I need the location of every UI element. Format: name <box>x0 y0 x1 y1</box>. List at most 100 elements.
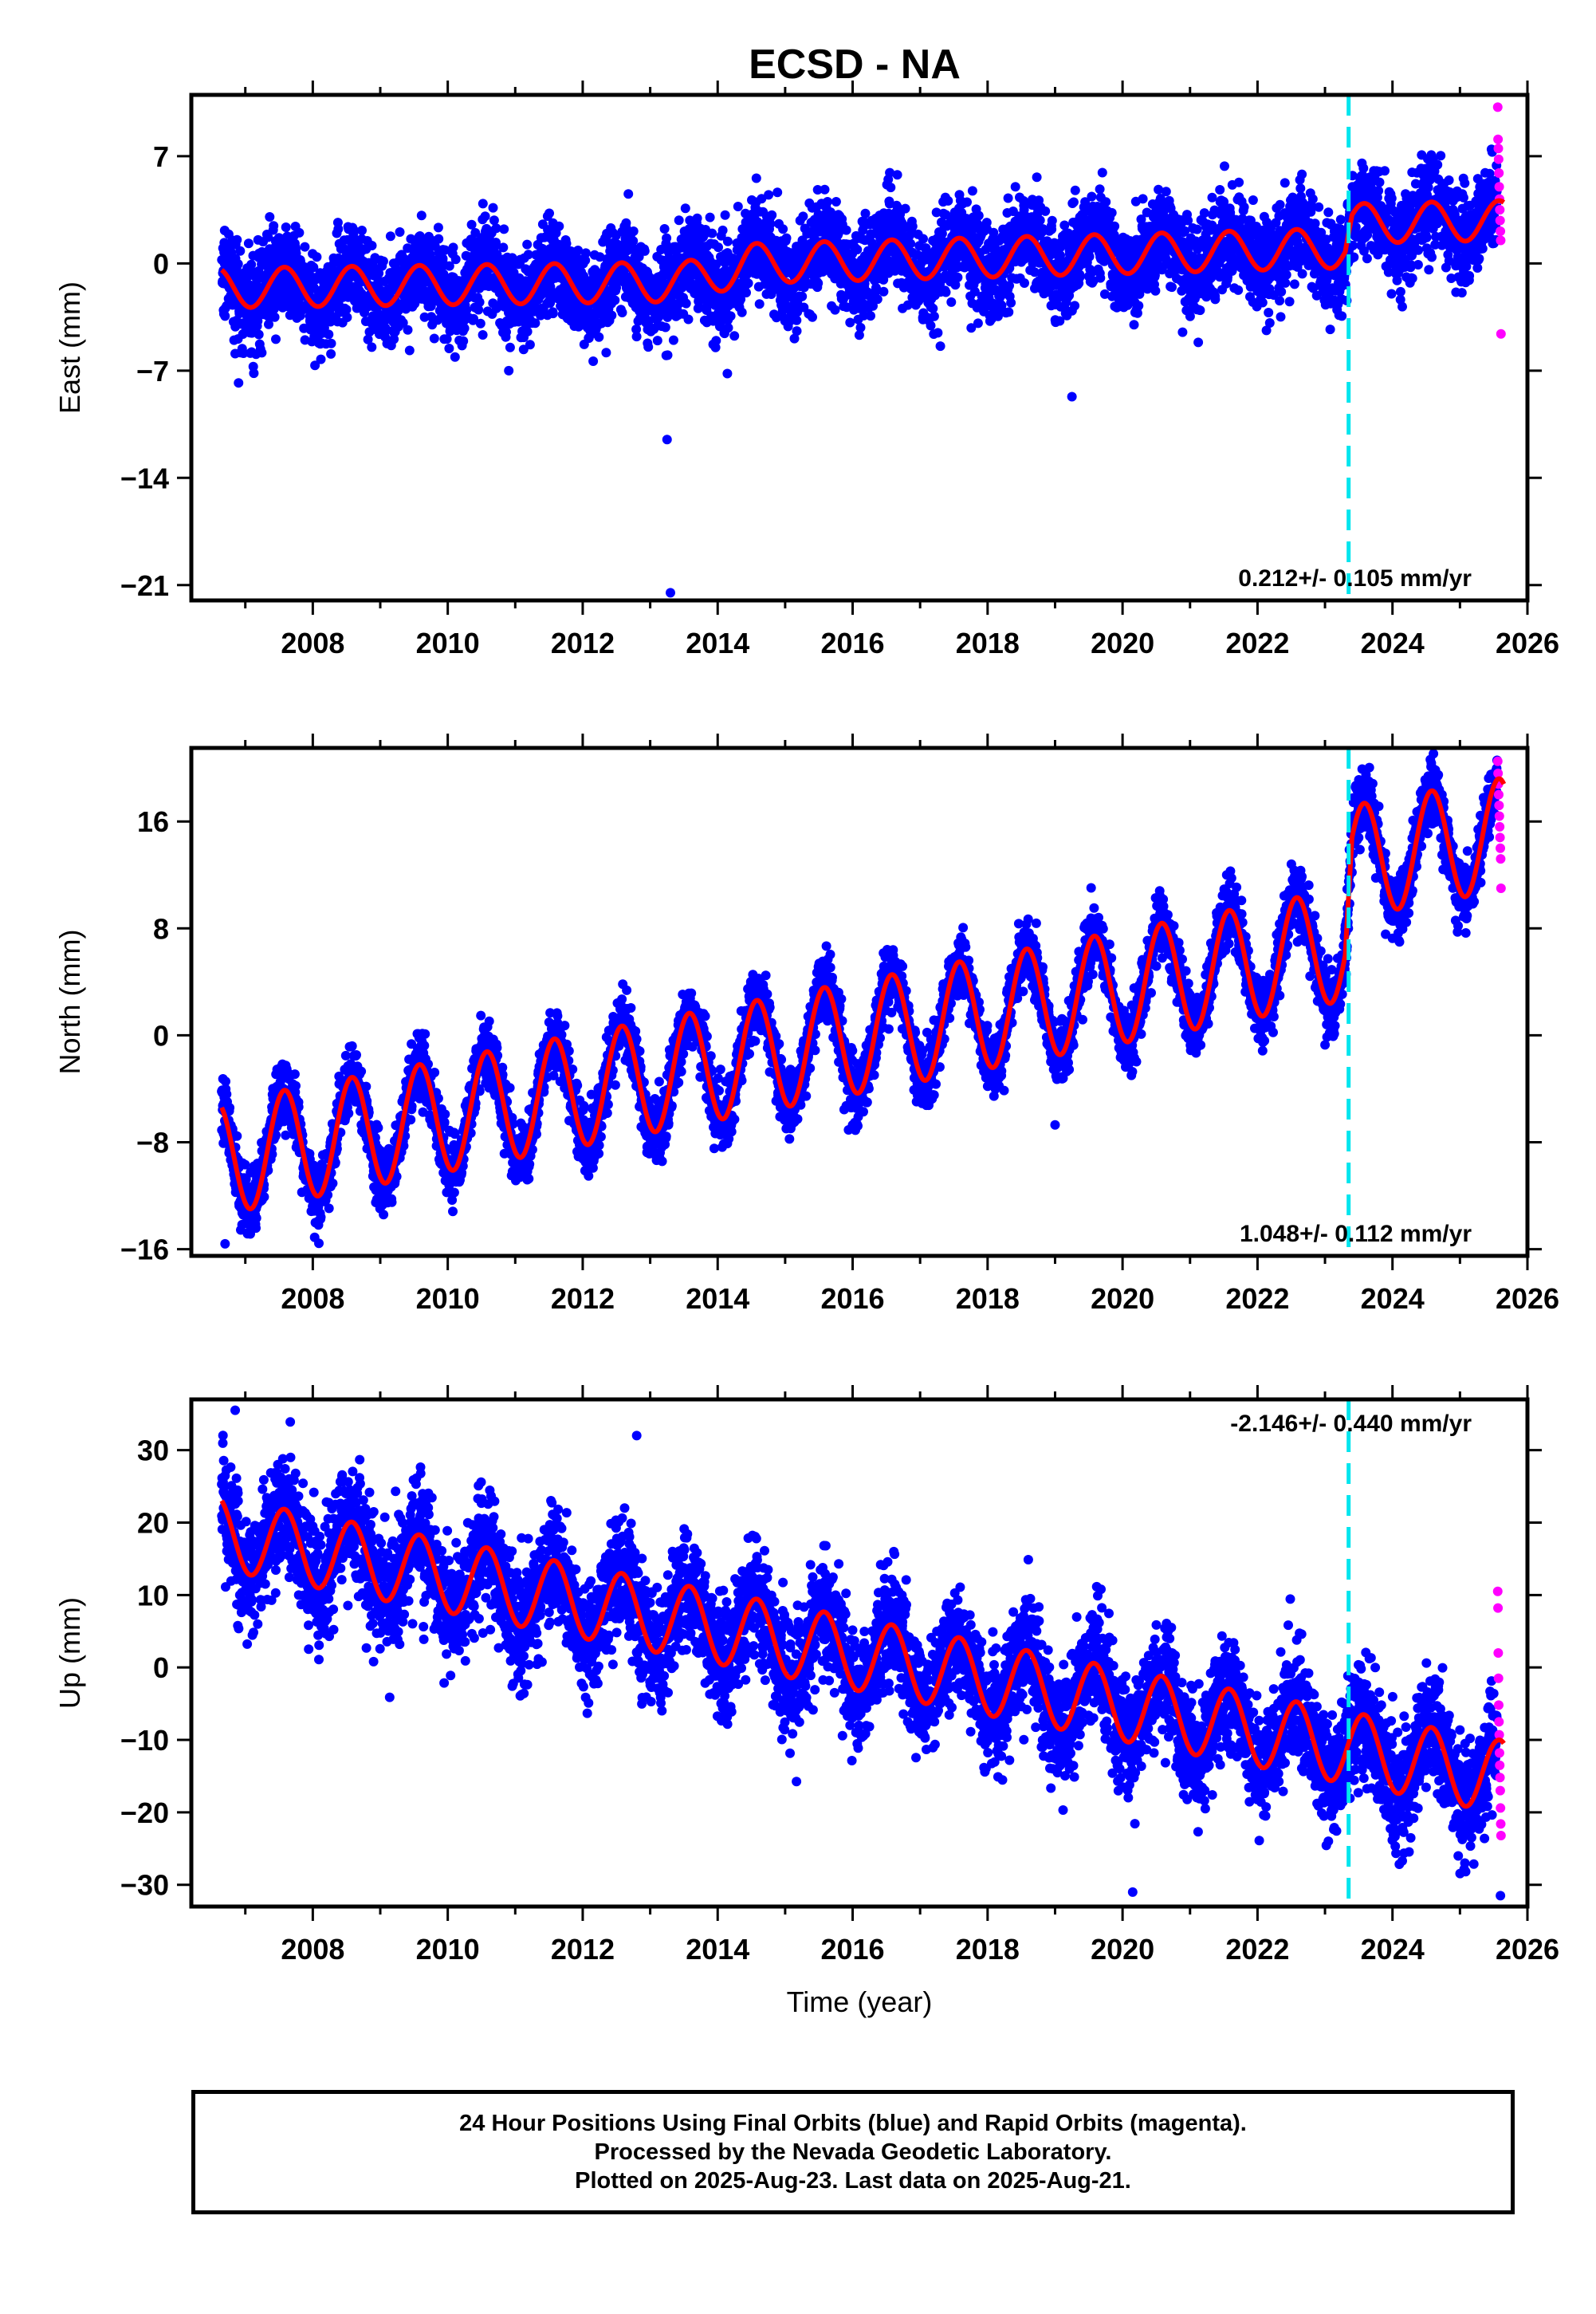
daily-position-point <box>257 348 267 358</box>
daily-position-point <box>1134 301 1144 311</box>
daily-position-point <box>906 238 916 249</box>
daily-position-point <box>855 322 866 333</box>
daily-position-point <box>342 313 352 322</box>
daily-position-point <box>668 335 678 345</box>
daily-position-point <box>737 307 747 317</box>
daily-position-point <box>767 210 777 220</box>
daily-position-point <box>478 330 488 340</box>
daily-position-point <box>264 319 273 329</box>
daily-position-point <box>1185 311 1195 321</box>
daily-position-point <box>594 332 604 342</box>
daily-position-point <box>374 268 384 278</box>
daily-position-point <box>751 173 761 183</box>
daily-position-point <box>312 252 322 262</box>
daily-position-point <box>1047 224 1057 234</box>
daily-position-point <box>711 259 721 270</box>
daily-position-point <box>683 314 694 325</box>
daily-position-point <box>1084 251 1095 262</box>
daily-position-point <box>772 187 783 198</box>
daily-position-point <box>271 334 281 344</box>
daily-position-point <box>729 331 740 341</box>
daily-position-point <box>926 321 936 331</box>
daily-position-point <box>458 336 469 346</box>
daily-position-point <box>610 295 620 305</box>
daily-position-point <box>404 345 415 356</box>
daily-position-point <box>892 170 902 180</box>
daily-position-point <box>674 215 684 226</box>
daily-position-point <box>474 305 484 315</box>
daily-position-point <box>736 294 746 305</box>
daily-position-point <box>1035 215 1045 226</box>
daily-position-point <box>765 218 776 229</box>
daily-position-point <box>544 208 554 218</box>
daily-position-point <box>1234 177 1244 187</box>
daily-position-point <box>601 348 611 358</box>
daily-position-point <box>1239 202 1249 212</box>
daily-position-point <box>243 238 254 249</box>
daily-position-point <box>385 231 395 242</box>
daily-position-point <box>1161 187 1171 197</box>
daily-position-point <box>398 317 408 328</box>
daily-position-point <box>1006 297 1016 308</box>
daily-position-point <box>720 210 730 220</box>
daily-position-point <box>438 254 448 264</box>
daily-position-point <box>852 245 863 254</box>
daily-position-point <box>498 242 509 253</box>
daily-position-point <box>580 255 591 266</box>
daily-position-point <box>246 259 257 270</box>
daily-position-point <box>1138 194 1148 204</box>
daily-position-point <box>522 326 533 336</box>
daily-position-point <box>488 203 498 213</box>
daily-position-point <box>662 350 673 360</box>
daily-position-point <box>429 333 439 344</box>
daily-position-point <box>946 297 957 307</box>
daily-position-point <box>525 340 535 350</box>
daily-position-point <box>820 184 830 195</box>
daily-position-point <box>607 310 617 321</box>
daily-position-point <box>872 294 883 305</box>
daily-position-point <box>450 352 460 362</box>
daily-position-point <box>652 336 662 346</box>
daily-position-point <box>1003 193 1013 203</box>
daily-position-point <box>548 309 558 319</box>
daily-position-point <box>269 303 280 313</box>
daily-position-point <box>813 278 824 289</box>
daily-position-point <box>434 234 444 244</box>
daily-position-point <box>263 232 273 242</box>
daily-position-point <box>743 278 753 289</box>
daily-position-point <box>254 329 264 340</box>
daily-position-point <box>1210 294 1221 305</box>
daily-position-point <box>249 368 259 379</box>
daily-position-point <box>492 249 502 259</box>
daily-position-point <box>722 368 733 379</box>
daily-position-point <box>444 344 454 353</box>
daily-position-point <box>395 227 405 237</box>
daily-position-point <box>781 233 792 243</box>
daily-position-point <box>929 311 939 321</box>
daily-position-point <box>561 238 572 249</box>
daily-position-point <box>953 272 963 282</box>
daily-position-point <box>448 242 458 253</box>
daily-position-point <box>1068 197 1079 207</box>
daily-position-point <box>459 323 470 333</box>
daily-position-point <box>1177 327 1188 337</box>
daily-position-point <box>681 298 691 309</box>
daily-position-point <box>764 190 774 200</box>
daily-position-point <box>860 208 871 218</box>
daily-position-point <box>403 325 413 335</box>
chart-title: ECSD - NA <box>749 41 961 88</box>
daily-position-point <box>522 239 533 250</box>
daily-position-point <box>363 334 373 344</box>
daily-position-point <box>792 326 802 336</box>
daily-position-point <box>324 329 334 340</box>
daily-position-point <box>333 224 344 234</box>
daily-position-point <box>812 185 823 195</box>
daily-position-point <box>1095 273 1106 283</box>
daily-position-point <box>722 236 733 246</box>
daily-position-point <box>419 312 430 322</box>
daily-position-point <box>573 246 584 255</box>
daily-position-point <box>466 219 477 230</box>
daily-position-point <box>659 224 670 234</box>
daily-position-point <box>478 199 488 209</box>
